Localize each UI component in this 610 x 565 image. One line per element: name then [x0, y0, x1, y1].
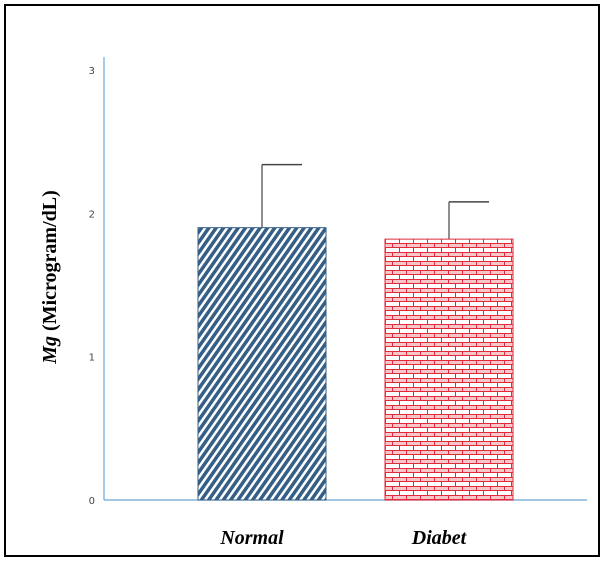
y-axis-title-symbol: Mg — [39, 336, 61, 365]
y-tick-label-1: 1 — [89, 353, 95, 364]
y-tick-label-0: 0 — [89, 496, 95, 507]
x-category-label-normal: Normal — [219, 527, 284, 549]
y-axis-title: Mg (Microgram/dL) — [39, 190, 61, 365]
y-axis-title-unit: (Microgram/dL) — [39, 190, 61, 336]
y-tick-label-3: 3 — [89, 66, 95, 77]
bar-normal — [197, 227, 327, 501]
y-tick-label-2: 2 — [89, 209, 95, 220]
bar-diabet — [384, 238, 514, 501]
x-category-label-diabet: Diabet — [411, 527, 468, 549]
